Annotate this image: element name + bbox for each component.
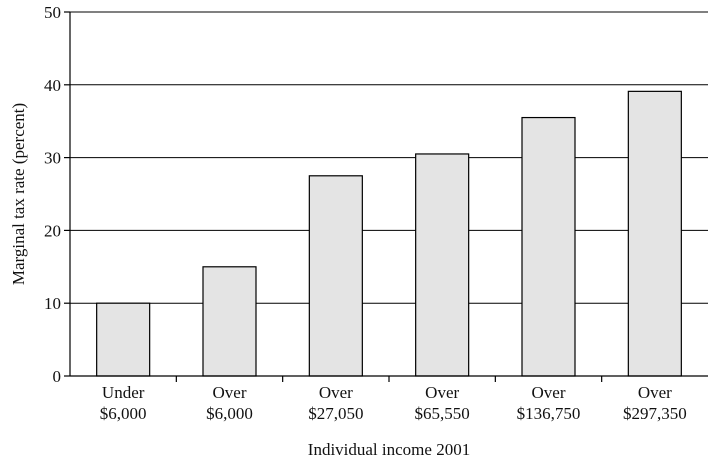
y-tick-label-40: 40	[44, 76, 61, 95]
bar-3	[415, 153, 470, 377]
bar-2	[308, 175, 363, 377]
x-category-label-4: Over $136,750	[517, 383, 581, 423]
y-tick-label-0: 0	[53, 367, 62, 386]
bars	[96, 90, 682, 377]
bar-5	[627, 90, 682, 377]
y-tick-label-10: 10	[44, 294, 61, 313]
axes	[69, 12, 708, 377]
bar-0	[96, 302, 151, 377]
x-category-label-2: Over $27,050	[308, 383, 363, 423]
x-category-label-5: Over $297,350	[623, 383, 687, 423]
y-tick-label-30: 30	[44, 149, 61, 168]
gridlines	[70, 11, 708, 304]
y-axis-ticks: 0 10 20 30 40 50	[44, 3, 70, 386]
bar-4	[521, 116, 576, 377]
y-tick-label-50: 50	[44, 3, 61, 22]
y-axis-title: Marginal tax rate (percent)	[9, 103, 28, 285]
y-tick-label-20: 20	[44, 221, 61, 240]
x-axis-ticks: Under $6,000 Over $6,000 Over $27,050 Over $65,…	[100, 376, 687, 423]
x-category-label-0: Under $6,000	[100, 383, 147, 423]
x-category-label-1: Over $6,000	[206, 383, 253, 423]
x-axis-title: Individual income 2001	[308, 440, 470, 459]
bar-1	[202, 266, 257, 377]
x-category-label-3: Over $65,550	[415, 383, 470, 423]
